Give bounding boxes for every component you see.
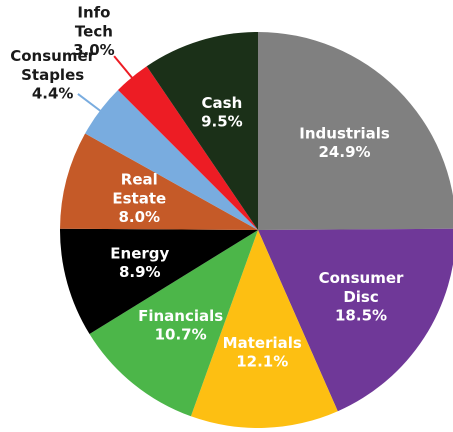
category-label: Materials bbox=[223, 334, 302, 352]
category-label: Real Estate bbox=[112, 170, 166, 207]
value-label: 3.0% bbox=[73, 41, 115, 59]
label-line: Consumer bbox=[10, 46, 95, 64]
value-label: 9.5% bbox=[201, 113, 243, 131]
label-line: Estate bbox=[112, 189, 166, 207]
value-label: 12.1% bbox=[236, 353, 288, 371]
pie-slice bbox=[117, 66, 258, 231]
label-line: Info bbox=[77, 3, 110, 21]
label-line: Staples bbox=[21, 65, 84, 83]
category-label: Cash bbox=[202, 94, 243, 112]
value-label: 8.0% bbox=[118, 208, 160, 226]
pie-slice bbox=[60, 228, 259, 334]
category-label: Industrials bbox=[299, 124, 390, 142]
category-label: Energy bbox=[110, 244, 169, 262]
label-line: Cash bbox=[202, 94, 243, 112]
category-label: Consumer Disc bbox=[319, 268, 404, 305]
value-label: 8.9% bbox=[119, 263, 161, 281]
leader-line bbox=[77, 93, 104, 114]
label-line: Materials bbox=[223, 334, 302, 352]
pie-slice bbox=[258, 32, 453, 230]
category-label: Info Tech bbox=[75, 3, 113, 40]
label-line: Consumer bbox=[319, 268, 404, 286]
leader-line bbox=[113, 55, 136, 82]
value-label: 4.4% bbox=[32, 84, 74, 102]
pie-slice bbox=[89, 230, 259, 417]
value-label: 10.7% bbox=[155, 325, 207, 343]
pie-slice bbox=[85, 89, 259, 230]
value-label: 24.9% bbox=[319, 143, 371, 161]
category-label: Financials bbox=[138, 306, 223, 324]
category-label: Consumer Staples bbox=[10, 46, 95, 83]
label-line: Energy bbox=[110, 244, 169, 262]
pie-slice bbox=[146, 32, 258, 230]
label-line: Financials bbox=[138, 306, 223, 324]
pie-slice bbox=[258, 228, 453, 412]
label-line: Industrials bbox=[299, 124, 390, 142]
pie-slice bbox=[60, 133, 259, 230]
pie-slice bbox=[190, 230, 338, 428]
value-label: 18.5% bbox=[335, 306, 387, 324]
label-line: Disc bbox=[343, 287, 378, 305]
label-line: Real bbox=[121, 170, 158, 188]
label-line: Tech bbox=[75, 22, 113, 40]
